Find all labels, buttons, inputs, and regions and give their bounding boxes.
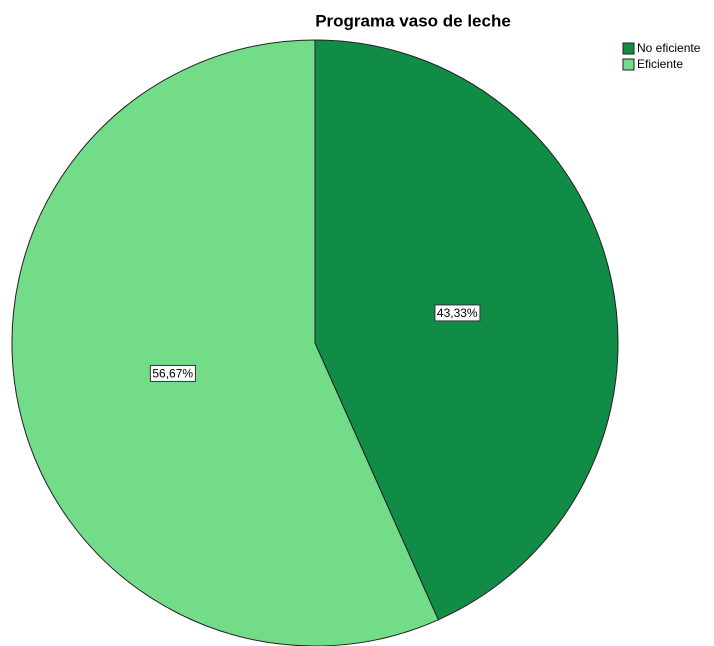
- legend-label: Eficiente: [637, 57, 683, 71]
- legend-label: No eficiente: [637, 41, 701, 55]
- value-label: 43,33%: [437, 306, 478, 320]
- value-label-box: [149, 364, 196, 382]
- legend-swatch: [622, 42, 635, 55]
- legend-swatch: [622, 58, 635, 71]
- value-label-box: [434, 304, 481, 322]
- chart-title: Programa vaso de leche: [315, 11, 511, 30]
- pie-slice: [11, 39, 439, 646]
- pie-slice: [314, 39, 619, 621]
- value-label: 56,67%: [152, 366, 193, 380]
